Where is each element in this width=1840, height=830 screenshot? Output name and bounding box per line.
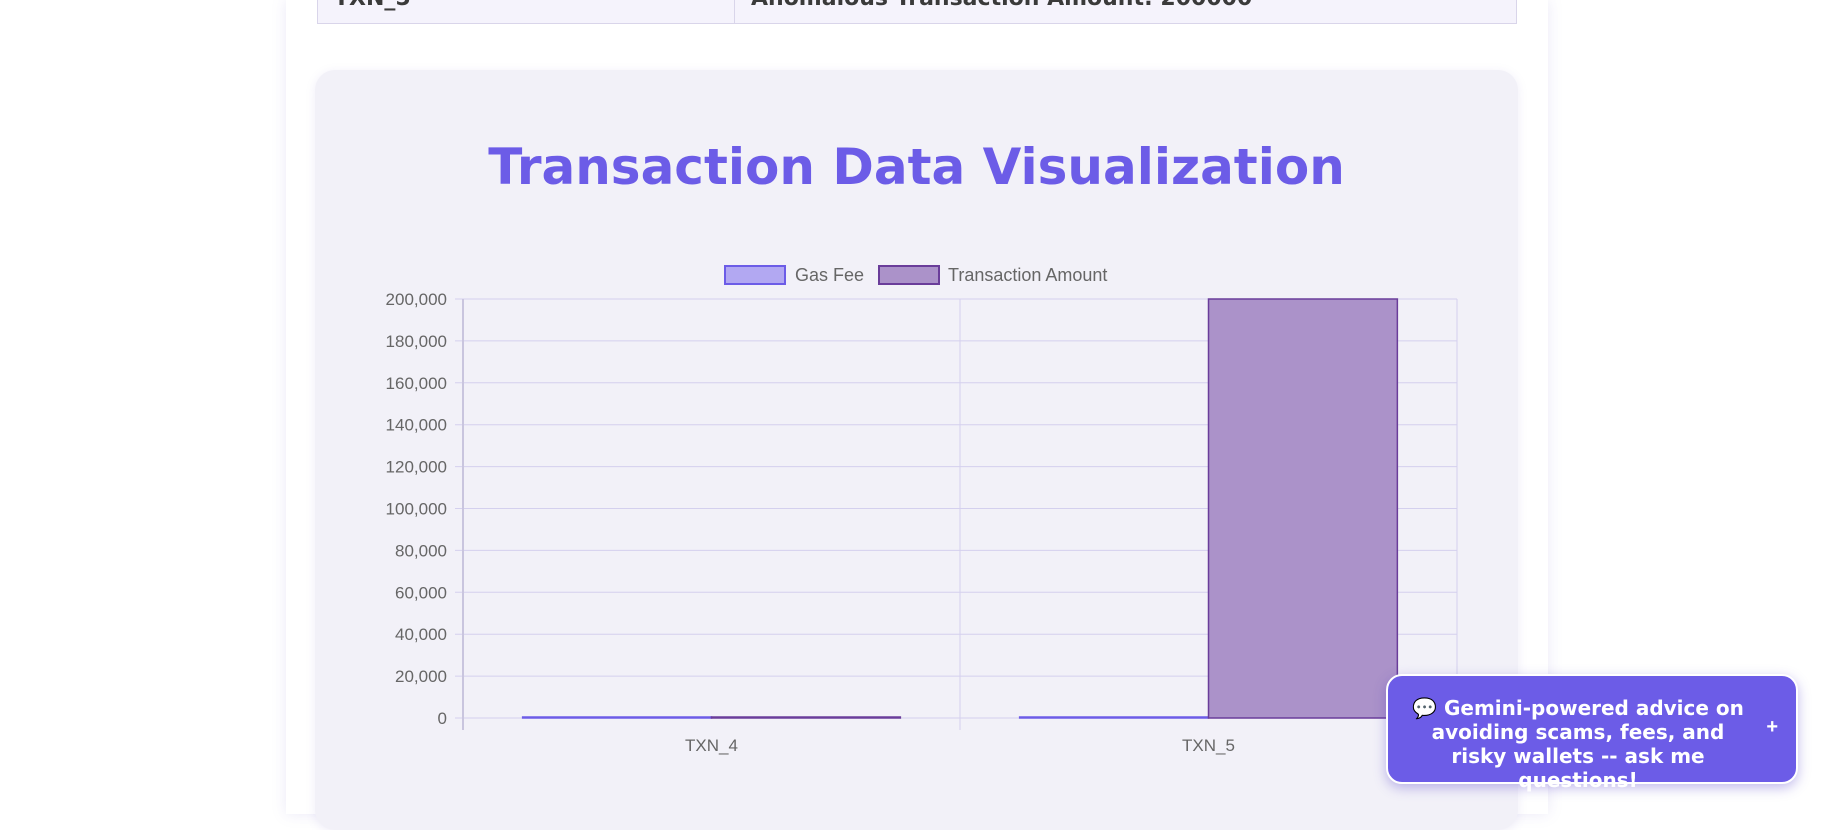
y-tick-label: 160,000 — [386, 374, 447, 393]
table-row: TXN_5 Anomalous Transaction Amount: 2000… — [317, 0, 1517, 24]
chart-section-title: Transaction Data Visualization — [488, 138, 1345, 196]
y-tick-label: 200,000 — [386, 290, 447, 309]
chat-widget[interactable]: 💬 Gemini-powered advice on avoiding scam… — [1386, 674, 1798, 792]
legend-label: Transaction Amount — [948, 265, 1107, 285]
bar-transaction-amount-txn-5 — [1207, 298, 1399, 719]
x-tick-label: TXN_4 — [685, 736, 738, 755]
table-cell-id: TXN_5 — [318, 0, 735, 23]
table-cell-description: Anomalous Transaction Amount: 200000 — [735, 0, 1516, 23]
y-tick-label: 180,000 — [386, 332, 447, 351]
legend-swatch — [878, 265, 940, 285]
y-tick-label: 100,000 — [386, 500, 447, 519]
y-tick-label: 0 — [438, 709, 447, 728]
x-tick-label: TXN_5 — [1182, 736, 1235, 755]
legend-swatch — [724, 265, 786, 285]
y-tick-label: 120,000 — [386, 458, 447, 477]
y-tick-label: 60,000 — [395, 583, 447, 602]
chat-widget-message: 💬 Gemini-powered advice on avoiding scam… — [1412, 696, 1744, 792]
bar-gas-fee-txn-5 — [1018, 716, 1210, 719]
bar-gas-fee-txn-4 — [521, 716, 713, 719]
bar-transaction-amount-txn-4 — [710, 716, 902, 719]
chat-widget-toggle-button[interactable]: + — [1766, 716, 1778, 738]
y-tick-label: 20,000 — [395, 667, 447, 686]
y-tick-label: 40,000 — [395, 625, 447, 644]
legend-label: Gas Fee — [795, 265, 864, 285]
y-tick-label: 140,000 — [386, 416, 447, 435]
y-tick-label: 80,000 — [395, 541, 447, 560]
